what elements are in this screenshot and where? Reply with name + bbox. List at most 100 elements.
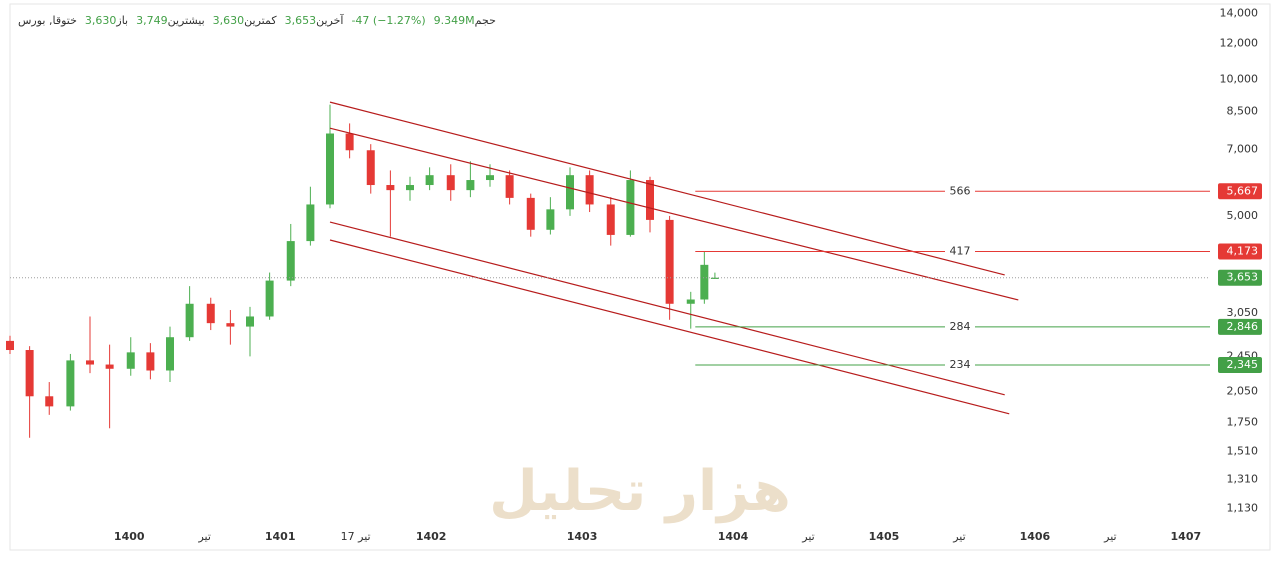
frame	[9, 3, 1271, 551]
y-tick-label: 1,130	[1227, 502, 1259, 515]
x-tick-label: تیر	[197, 530, 210, 543]
symbol: ختوقا, بورس	[18, 14, 77, 27]
y-tick-label: 7,000	[1227, 143, 1259, 156]
y-tick-label: 10,000	[1220, 72, 1259, 85]
header-field: آخرین3,653	[285, 14, 344, 27]
trend-line	[329, 127, 1019, 301]
header-field: حجم9.349M	[434, 14, 496, 27]
y-tick-label: 8,500	[1227, 104, 1259, 117]
y-tick-label: 2,050	[1227, 384, 1259, 397]
price-tag	[1218, 243, 1262, 260]
candle-body	[446, 175, 455, 191]
y-tick-label: 14,000	[1220, 6, 1259, 19]
y-tick-label: 12,000	[1220, 37, 1259, 50]
price-tag-label: 2,345	[1227, 358, 1259, 371]
candle-body	[700, 264, 709, 300]
level-label: 417	[950, 245, 971, 258]
level-label-bg	[945, 357, 975, 372]
candle-body	[646, 180, 654, 220]
level-label-bg	[945, 184, 975, 199]
candle-body	[665, 219, 674, 304]
trend-line	[329, 101, 1005, 276]
x-tick-label: 1402	[416, 530, 447, 543]
x-tick-label: تیر	[952, 530, 965, 543]
candle-body	[345, 133, 354, 151]
header-field: باز3,630	[85, 14, 128, 27]
level-label: 284	[950, 320, 971, 333]
price-tag	[1218, 356, 1262, 373]
candle-body	[246, 316, 254, 327]
candle-body	[6, 340, 14, 351]
candle-body	[25, 350, 34, 397]
candle-body	[686, 299, 695, 304]
candle-body	[425, 175, 434, 186]
x-tick-label: 1407	[1171, 530, 1202, 543]
candle-body	[126, 352, 135, 369]
field-value: 3,630	[84, 14, 117, 27]
y-tick-label: 3,050	[1227, 306, 1259, 319]
x-tick-label: 1404	[718, 530, 749, 543]
x-tick-label: 17 تیر	[341, 530, 371, 543]
x-tick-label: 1403	[567, 530, 598, 543]
price-tag-label: 4,173	[1227, 245, 1259, 258]
level-label-bg	[945, 319, 975, 334]
candle-body	[66, 360, 75, 407]
candle-body	[386, 185, 395, 191]
x-tick-label: 1406	[1020, 530, 1051, 543]
candle-body	[265, 280, 274, 317]
field-value: 9.349M	[433, 14, 475, 27]
price-tag-label: 5,667	[1227, 184, 1259, 197]
field-label: آخرین	[316, 14, 344, 27]
price-tag	[1218, 318, 1262, 335]
candle-body	[526, 197, 535, 230]
header-field: کمترین3,630	[213, 14, 277, 27]
candle-body	[45, 396, 54, 407]
field-label: باز	[116, 14, 129, 27]
change: -47 (−1.27%)	[351, 14, 426, 27]
candle-body	[326, 133, 334, 205]
candle-body	[185, 303, 194, 338]
candle-body	[566, 175, 574, 210]
candle-body	[585, 175, 594, 205]
field-label: کمترین	[244, 14, 277, 27]
header-field: بیشترین3,749	[136, 14, 205, 27]
y-tick-label: 1,510	[1227, 445, 1259, 458]
field-label: حجم	[474, 14, 496, 27]
price-tag	[1218, 269, 1262, 286]
level-label-bg	[945, 244, 975, 259]
price-tag-label: 3,653	[1227, 271, 1259, 284]
y-tick-label: 1,310	[1227, 473, 1259, 486]
x-tick-label: 1401	[265, 530, 296, 543]
price-tag-label: 2,846	[1227, 320, 1259, 333]
header: ختوقا, بورس باز3,630 بیشترین3,749 کمترین3,…	[18, 14, 496, 27]
x-tick-label: 1405	[869, 530, 900, 543]
trend-line	[329, 239, 1010, 415]
field-value: 3,749	[136, 14, 168, 27]
watermark: هزار تحلیل	[489, 459, 791, 524]
candle-body	[626, 180, 635, 235]
candle-body	[710, 277, 719, 279]
price-tag	[1218, 183, 1262, 200]
candle-body	[606, 204, 615, 235]
field-value: 3,630	[212, 14, 245, 27]
candle-body	[286, 241, 295, 281]
candle-body	[146, 352, 155, 371]
candle-body	[486, 175, 494, 181]
field-value: 3,653	[284, 14, 317, 27]
level-label: 566	[950, 184, 971, 197]
candle-body	[406, 185, 414, 191]
candle-body	[366, 150, 375, 186]
candle-body	[226, 323, 235, 327]
candle-body	[206, 303, 215, 324]
candle-body	[546, 209, 555, 230]
candle-body	[105, 364, 114, 369]
y-tick-label: 5,000	[1227, 209, 1259, 222]
field-label: بیشترین	[167, 14, 205, 27]
x-tick-label: 1400	[114, 530, 145, 543]
y-tick-label: 1,750	[1227, 416, 1259, 429]
candle-body	[466, 180, 475, 191]
x-tick-label: تیر	[801, 530, 814, 543]
candle-body	[86, 360, 94, 365]
candle-body	[505, 175, 514, 198]
